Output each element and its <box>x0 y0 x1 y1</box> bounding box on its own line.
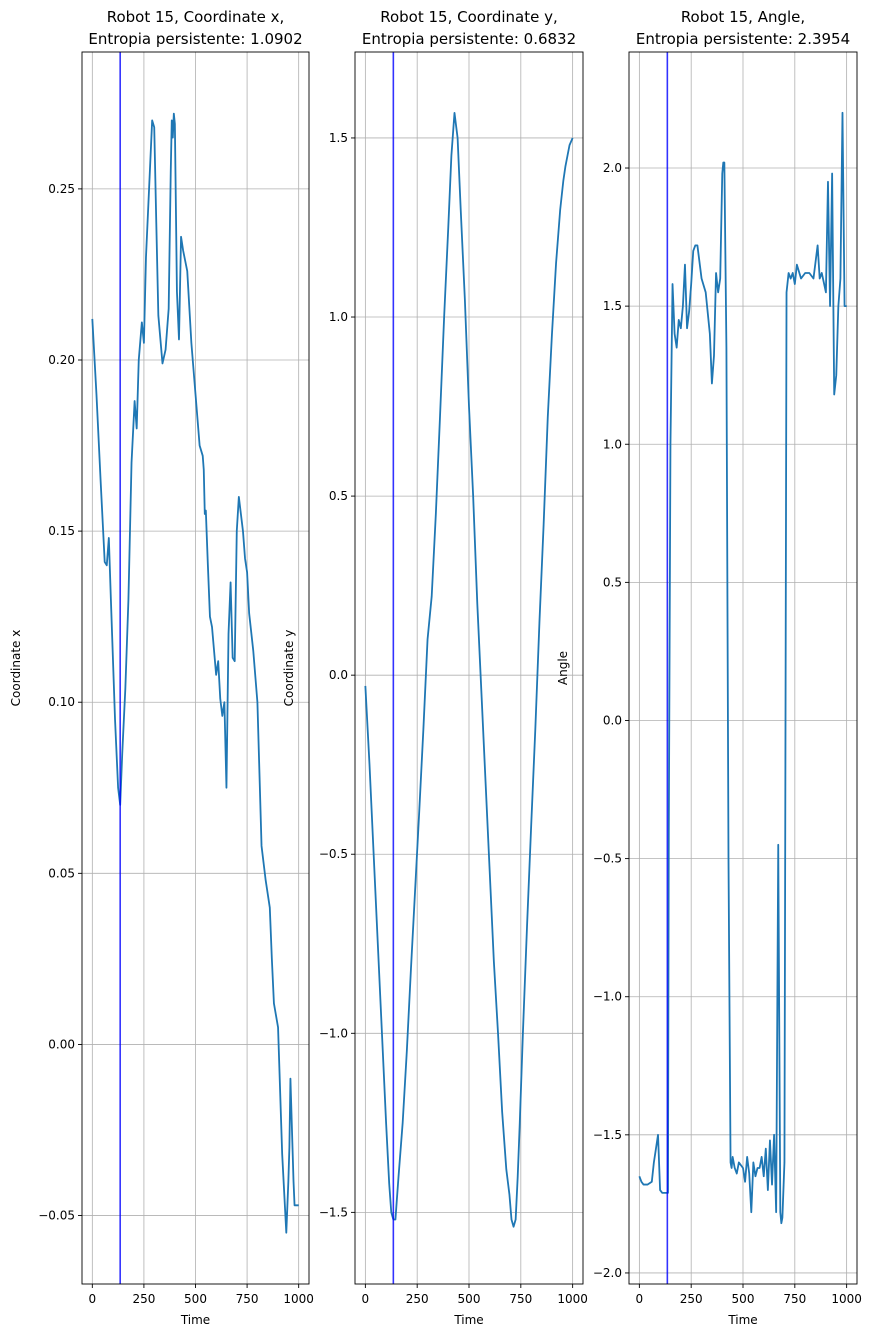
x-axis-label: Time <box>453 1313 483 1327</box>
chart-subtitle: Entropia persistente: 2.3954 <box>636 30 850 48</box>
y-tick-label: 0.5 <box>329 489 348 503</box>
subplot-1: 0 250 500 750 1000 −0.05 0.00 0.05 0.10 0.15 0.20 0… <box>9 8 314 1327</box>
series-line-1 <box>638 111 847 1225</box>
y-tick-label: 1.0 <box>603 437 622 451</box>
chart-title: Robot 15, Coordinate x, <box>107 8 285 26</box>
y-tick-label: 0.0 <box>329 668 348 682</box>
chart-title: Robot 15, Coordinate y, <box>380 8 558 26</box>
subplot-3: 0 250 500 750 1000 −2.0 −1.5 −1.0 −0.5 0.0 0.5 1.0 1… <box>556 8 862 1327</box>
y-tick-label: 0.5 <box>603 575 622 589</box>
series-line-1 <box>364 111 574 1228</box>
y-axis-label: Angle <box>556 651 570 685</box>
y-tick-label: 0.00 <box>48 1037 75 1051</box>
x-tick-label: 0 <box>362 1292 370 1306</box>
x-tick-label: 0 <box>88 1292 96 1306</box>
chart-subtitle: Entropia persistente: 0.6832 <box>362 30 576 48</box>
y-tick-label: −1.5 <box>593 1128 622 1142</box>
y-tick-label: 1.5 <box>329 131 348 145</box>
y-tick-label: −0.05 <box>38 1209 75 1223</box>
y-tick-label: 1.5 <box>603 299 622 313</box>
x-tick-label: 750 <box>509 1292 532 1306</box>
y-tick-label: −0.5 <box>319 847 348 861</box>
x-axis-label: Time <box>180 1313 210 1327</box>
series-line-1 <box>91 112 299 1234</box>
x-tick-label: 1000 <box>557 1292 588 1306</box>
y-tick-label: 0.0 <box>603 713 622 727</box>
y-tick-label: 0.20 <box>48 353 75 367</box>
x-tick-label: 0 <box>636 1292 644 1306</box>
y-axis-label: Coordinate y <box>282 630 296 707</box>
y-tick-label: 0.05 <box>48 866 75 880</box>
chart-title: Robot 15, Angle, <box>681 8 805 26</box>
y-tick-label: −1.5 <box>319 1205 348 1219</box>
y-tick-label: −1.0 <box>593 990 622 1004</box>
x-tick-label: 500 <box>184 1292 207 1306</box>
y-tick-label: 1.0 <box>329 310 348 324</box>
x-tick-label: 1000 <box>831 1292 862 1306</box>
y-tick-label: 0.10 <box>48 695 75 709</box>
x-tick-label: 750 <box>783 1292 806 1306</box>
x-tick-label: 250 <box>406 1292 429 1306</box>
x-axis-label: Time <box>727 1313 757 1327</box>
y-axis-label: Coordinate x <box>9 630 23 707</box>
x-tick-label: 500 <box>732 1292 755 1306</box>
x-tick-label: 250 <box>132 1292 155 1306</box>
y-tick-label: −2.0 <box>593 1266 622 1280</box>
x-tick-label: 250 <box>680 1292 703 1306</box>
y-tick-label: 0.25 <box>48 182 75 196</box>
x-tick-label: 750 <box>236 1292 259 1306</box>
x-tick-label: 500 <box>458 1292 481 1306</box>
y-tick-label: 2.0 <box>603 161 622 175</box>
y-tick-label: −0.5 <box>593 852 622 866</box>
chart-subtitle: Entropia persistente: 1.0902 <box>88 30 302 48</box>
y-tick-label: −1.0 <box>319 1026 348 1040</box>
x-tick-label: 1000 <box>283 1292 314 1306</box>
subplot-2: 0 250 500 750 1000 −1.5 −1.0 −0.5 0.0 0.5 1.0 1.5 Ti… <box>282 8 588 1327</box>
y-tick-label: 0.15 <box>48 524 75 538</box>
